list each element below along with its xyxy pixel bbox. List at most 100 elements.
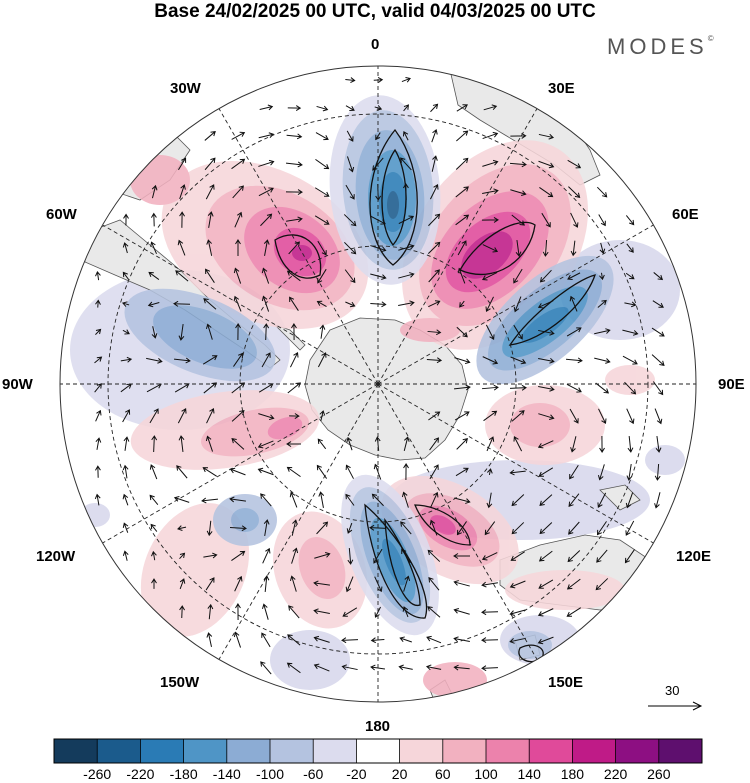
wind-arrow [403, 436, 410, 451]
streamline [414, 504, 471, 546]
wind-arrow [567, 159, 582, 169]
colorbar-tick-label: -180 [169, 766, 198, 782]
wind-arrow [652, 300, 664, 308]
wind-arrow [485, 324, 495, 340]
wind-arrow [537, 440, 554, 449]
wind-arrow [398, 243, 415, 251]
wind-arrow [179, 605, 186, 618]
wind-arrow [344, 269, 356, 284]
wind-arrow [177, 239, 186, 256]
wind-arrow [511, 494, 525, 507]
wind-arrow [569, 465, 579, 480]
wind-arrow [597, 464, 605, 481]
wind-arrow [509, 384, 527, 391]
wind-arrow [515, 240, 522, 257]
wind-arrow [122, 550, 129, 561]
wind-arrow [459, 300, 465, 308]
anomaly-contour-m180 [521, 306, 569, 344]
wind-arrow [483, 104, 498, 111]
wind-arrow [206, 520, 213, 537]
streamline [459, 221, 536, 276]
wind-arrow [313, 580, 330, 587]
colorbar-swatch [529, 739, 573, 763]
wind-arrow [235, 239, 241, 257]
wind-arrow [596, 521, 607, 536]
wind-arrow [538, 160, 555, 169]
wind-arrow [178, 324, 185, 341]
wind-arrow [403, 463, 409, 481]
wind-arrow [482, 159, 499, 167]
wind-arrow [149, 494, 159, 505]
wind-arrow [625, 492, 634, 509]
wind-arrow [455, 157, 469, 170]
wind-arrow [95, 437, 102, 450]
colorbar-swatch [658, 739, 703, 763]
meridian-line [218, 383, 379, 660]
wind-arrow [567, 272, 581, 281]
wind-arrow [205, 435, 214, 452]
wind-arrow [205, 184, 215, 200]
wind-arrow [345, 105, 355, 111]
wind-arrow [150, 241, 157, 255]
wind-arrow [485, 296, 494, 313]
wind-arrow [258, 132, 275, 139]
wind-arrow [430, 491, 439, 508]
wind-arrow [511, 410, 525, 422]
colorbar-tick-label: -140 [212, 766, 241, 782]
wind-arrow [202, 467, 218, 477]
colorbar-tick-label: -260 [83, 766, 112, 782]
wind-arrow [510, 356, 527, 365]
reference-vector [648, 701, 703, 711]
wind-arrow [510, 551, 525, 561]
wind-arrow [453, 580, 470, 587]
wind-arrow [204, 130, 216, 141]
lon-label-150w: 150W [160, 674, 200, 691]
colorbar-tick-label: -60 [303, 766, 324, 782]
wind-arrow [568, 493, 580, 508]
wind-arrow [286, 466, 301, 478]
wind-arrow [123, 213, 129, 226]
colorbar-tick-label: 260 [647, 766, 671, 782]
wind-arrow [453, 553, 471, 559]
wind-arrow [122, 493, 129, 506]
wind-arrow [314, 187, 330, 197]
wind-arrow [538, 385, 555, 392]
wind-arrow [398, 300, 415, 307]
wind-arrow [289, 575, 297, 592]
wind-arrow [456, 104, 468, 112]
wind-arrow [566, 578, 581, 590]
wind-arrow [427, 241, 441, 254]
wind-arrow [206, 239, 213, 256]
wind-arrow [400, 157, 412, 171]
wind-arrow [428, 269, 440, 283]
wind-arrow [205, 577, 215, 591]
wind-arrow [565, 357, 583, 364]
wind-arrow [482, 188, 499, 195]
wind-arrow [207, 211, 214, 228]
wind-arrow [175, 270, 189, 282]
wind-arrow [232, 185, 244, 199]
wind-arrow [456, 326, 468, 338]
faint-negative-region [270, 630, 350, 690]
wind-arrow [287, 634, 301, 646]
wind-arrow [151, 326, 158, 339]
wind-arrow [206, 632, 213, 648]
streamline [508, 274, 596, 346]
wind-arrow [345, 576, 354, 593]
wind-arrow [179, 184, 186, 200]
wind-arrow [319, 324, 326, 339]
wind-arrow [509, 161, 527, 168]
wind-arrow [401, 548, 411, 564]
wind-arrow [289, 351, 299, 368]
wind-arrow [231, 158, 246, 170]
wind-arrow [261, 632, 271, 648]
wind-arrow [234, 211, 243, 228]
streamline-contours [274, 128, 596, 663]
wind-arrow [595, 578, 609, 591]
wind-arrow [454, 411, 470, 421]
lon-label-120e: 120E [676, 548, 712, 565]
wind-arrow [231, 131, 246, 140]
wind-arrow [202, 355, 218, 365]
wind-arrow [205, 268, 215, 283]
lon-label-90w: 90W [2, 376, 33, 393]
